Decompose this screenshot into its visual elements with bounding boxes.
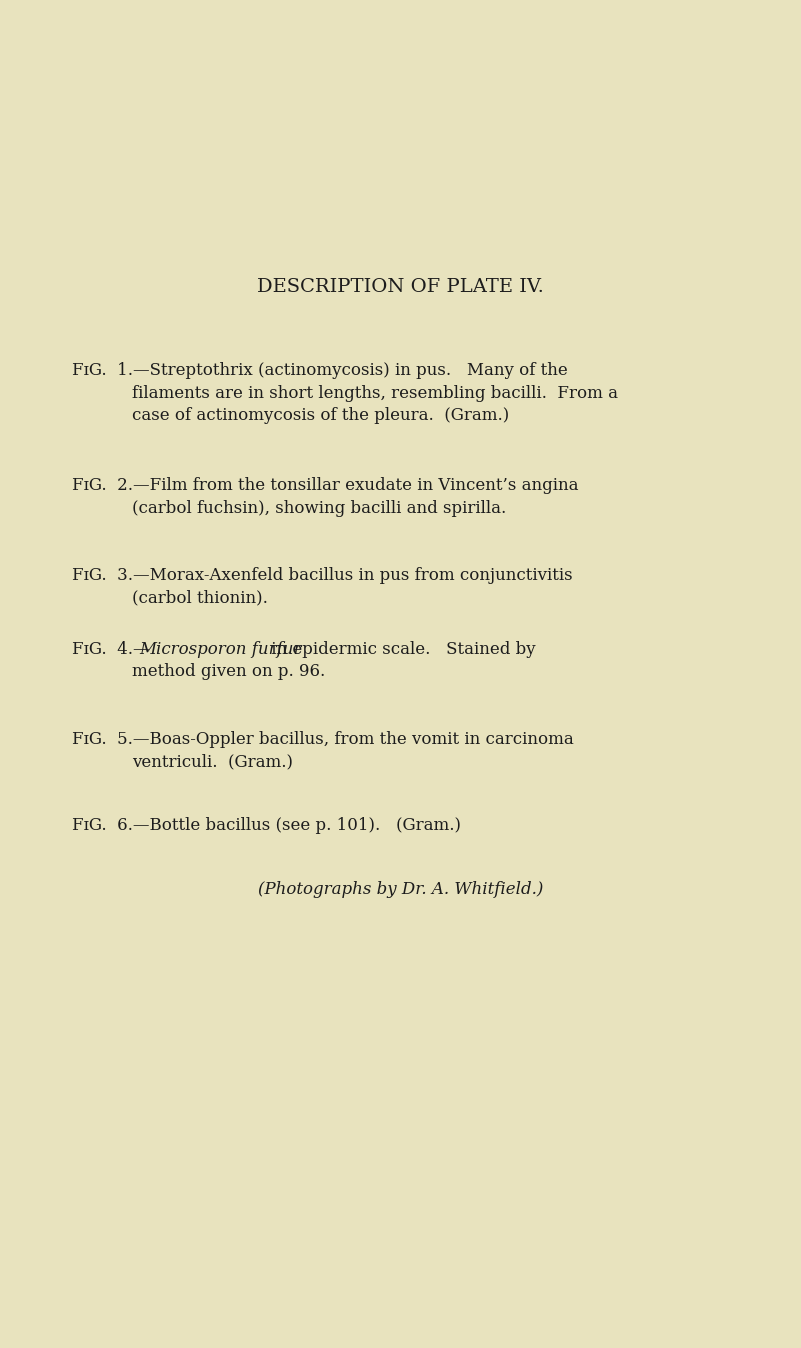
Text: filaments are in short lengths, resembling bacilli.  From a: filaments are in short lengths, resembli… [132, 384, 618, 402]
Text: (Photographs by Dr. A. Whitfield.): (Photographs by Dr. A. Whitfield.) [258, 882, 543, 898]
Text: Microsporon furfur: Microsporon furfur [139, 642, 302, 658]
Text: FɪG.  3.—Morax-Axenfeld bacillus in pus from conjunctivitis: FɪG. 3.—Morax-Axenfeld bacillus in pus f… [72, 568, 573, 584]
Text: case of actinomycosis of the pleura.  (Gram.): case of actinomycosis of the pleura. (Gr… [132, 407, 509, 425]
Text: (carbol thionin).: (carbol thionin). [132, 589, 268, 607]
Text: FɪG.  1.—Streptothrix (actinomycosis) in pus.   Many of the: FɪG. 1.—Streptothrix (actinomycosis) in … [72, 363, 568, 379]
Text: DESCRIPTION OF PLATE IV.: DESCRIPTION OF PLATE IV. [257, 278, 544, 297]
Text: FɪG.  4.—: FɪG. 4.— [72, 642, 150, 658]
Text: in epidermic scale.   Stained by: in epidermic scale. Stained by [265, 642, 535, 658]
Text: FɪG.  6.—Bottle bacillus (see p. 101).   (Gram.): FɪG. 6.—Bottle bacillus (see p. 101). (G… [72, 817, 461, 834]
Text: ventriculi.  (Gram.): ventriculi. (Gram.) [132, 754, 293, 771]
Text: FɪG.  2.—Film from the tonsillar exudate in Vincent’s angina: FɪG. 2.—Film from the tonsillar exudate … [72, 477, 578, 493]
Text: FɪG.  5.—Boas-Oppler bacillus, from the vomit in carcinoma: FɪG. 5.—Boas-Oppler bacillus, from the v… [72, 731, 574, 748]
Text: (carbol fuchsin), showing bacilli and spirilla.: (carbol fuchsin), showing bacilli and sp… [132, 500, 506, 516]
Text: method given on p. 96.: method given on p. 96. [132, 663, 325, 681]
